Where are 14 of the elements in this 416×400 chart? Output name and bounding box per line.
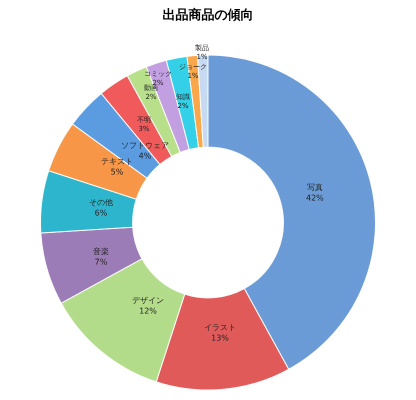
- slice-label: デザイン: [132, 296, 164, 305]
- slice-label: その他: [89, 198, 113, 207]
- data-label: 5%: [110, 167, 124, 176]
- slice-label: 音楽: [93, 247, 109, 256]
- data-label: 4%: [138, 151, 152, 160]
- data-label: 13%: [211, 333, 230, 342]
- slice-label: 写真: [306, 183, 323, 192]
- data-label: 42%: [306, 193, 324, 202]
- data-label: 6%: [94, 208, 108, 218]
- slice-label: テキスト: [101, 157, 133, 166]
- data-label: 7%: [94, 257, 108, 266]
- slice-label: イラスト: [204, 323, 236, 332]
- data-label: 12%: [139, 306, 158, 316]
- chart-title: 出品商品の傾向: [162, 7, 254, 24]
